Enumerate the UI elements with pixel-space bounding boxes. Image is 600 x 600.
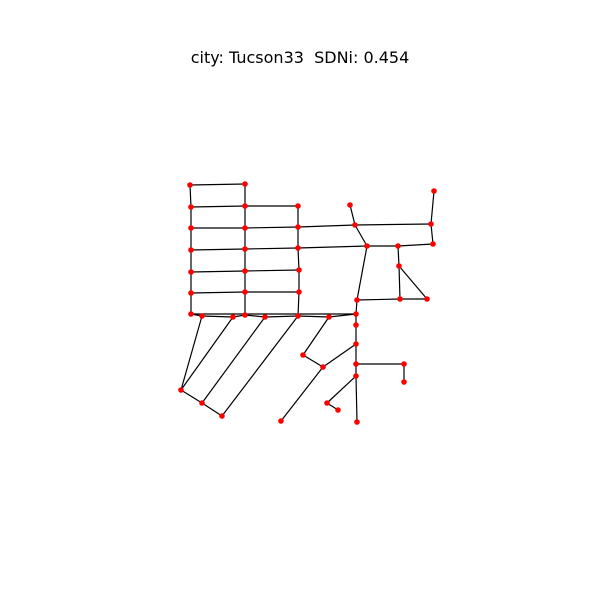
graph-node <box>188 247 194 253</box>
graph-node <box>335 407 341 413</box>
graph-node <box>354 419 360 425</box>
graph-edge <box>302 354 324 368</box>
graph-node <box>187 182 193 188</box>
graph-node <box>353 341 359 347</box>
graph-edge <box>244 247 299 250</box>
graph-node <box>324 400 330 406</box>
graph-edge <box>244 269 300 272</box>
graph-node <box>353 311 359 317</box>
graph-node <box>199 313 205 319</box>
graph-edge <box>430 223 434 245</box>
graph-node <box>364 243 370 249</box>
graph-edge <box>201 316 266 404</box>
graph-node <box>219 413 225 419</box>
graph-node <box>262 314 268 320</box>
graph-node <box>424 296 430 302</box>
graph-edge <box>398 265 428 300</box>
graph-node <box>242 225 248 231</box>
graph-edge <box>297 245 368 249</box>
graph-node <box>188 225 194 231</box>
graph-node <box>188 290 194 296</box>
graph-edge <box>190 270 246 273</box>
graph-node <box>242 289 248 295</box>
graph-edge <box>397 243 434 247</box>
graph-edge <box>189 183 246 186</box>
graph-node <box>178 387 184 393</box>
graph-node <box>199 400 205 406</box>
edge-layer <box>180 183 435 423</box>
graph-edge <box>201 315 234 318</box>
graph-node <box>320 364 326 370</box>
graph-edge <box>280 366 324 422</box>
graph-node <box>396 263 402 269</box>
graph-edge <box>297 247 300 271</box>
graph-node <box>401 361 407 367</box>
graph-node <box>395 243 401 249</box>
graph-node <box>352 222 358 228</box>
graph-edge <box>355 375 358 423</box>
graph-node <box>353 373 359 379</box>
graph-edge <box>221 315 299 417</box>
graph-node <box>242 312 248 318</box>
graph-edge <box>244 314 266 318</box>
graph-node <box>295 313 301 319</box>
graph-node <box>295 245 301 251</box>
graph-edge <box>354 223 432 226</box>
graph-edge <box>190 205 246 208</box>
graph-edge <box>297 291 300 317</box>
graph-node <box>295 224 301 230</box>
graph-node <box>401 379 407 385</box>
graph-edge <box>397 245 400 267</box>
graph-edge <box>297 224 356 228</box>
graph-edge <box>180 389 203 404</box>
graph-node <box>326 314 332 320</box>
node-layer <box>178 181 437 425</box>
figure-title: city: Tucson33 SDNi: 0.454 <box>190 48 410 67</box>
graph-edge <box>302 316 330 356</box>
graph-edge <box>201 402 223 417</box>
graph-node <box>242 203 248 209</box>
graph-node <box>242 246 248 252</box>
graph-edge <box>180 315 203 391</box>
graph-node <box>242 181 248 187</box>
graph-edge <box>264 315 299 318</box>
graph-edge <box>244 226 299 229</box>
graph-edge <box>190 248 246 251</box>
graph-edge <box>349 204 356 226</box>
graph-node <box>188 311 194 317</box>
graph-edge <box>356 245 368 301</box>
graph-node <box>296 289 302 295</box>
graph-node <box>188 269 194 275</box>
graph-node <box>428 221 434 227</box>
graph-node <box>397 296 403 302</box>
graph-edge <box>356 298 401 301</box>
graph-edge <box>326 375 357 404</box>
graph-node <box>296 267 302 273</box>
graph-node <box>278 418 284 424</box>
graph-edge <box>190 291 246 294</box>
graph-edge <box>354 224 368 247</box>
graph-edge <box>322 343 357 368</box>
graph-edge <box>180 316 234 391</box>
graph-node <box>354 297 360 303</box>
graph-edge <box>297 315 330 318</box>
graph-node <box>230 314 236 320</box>
graph-node <box>431 188 437 194</box>
graph-edge <box>398 265 401 300</box>
graph-node <box>242 268 248 274</box>
graph-node <box>353 322 359 328</box>
graph-node <box>347 202 353 208</box>
graph-node <box>353 361 359 367</box>
graph-node <box>430 241 436 247</box>
graph-node <box>295 203 301 209</box>
graph-edge <box>430 190 435 225</box>
graph-edge <box>189 184 192 208</box>
graph-node <box>300 352 306 358</box>
graph-node <box>188 204 194 210</box>
